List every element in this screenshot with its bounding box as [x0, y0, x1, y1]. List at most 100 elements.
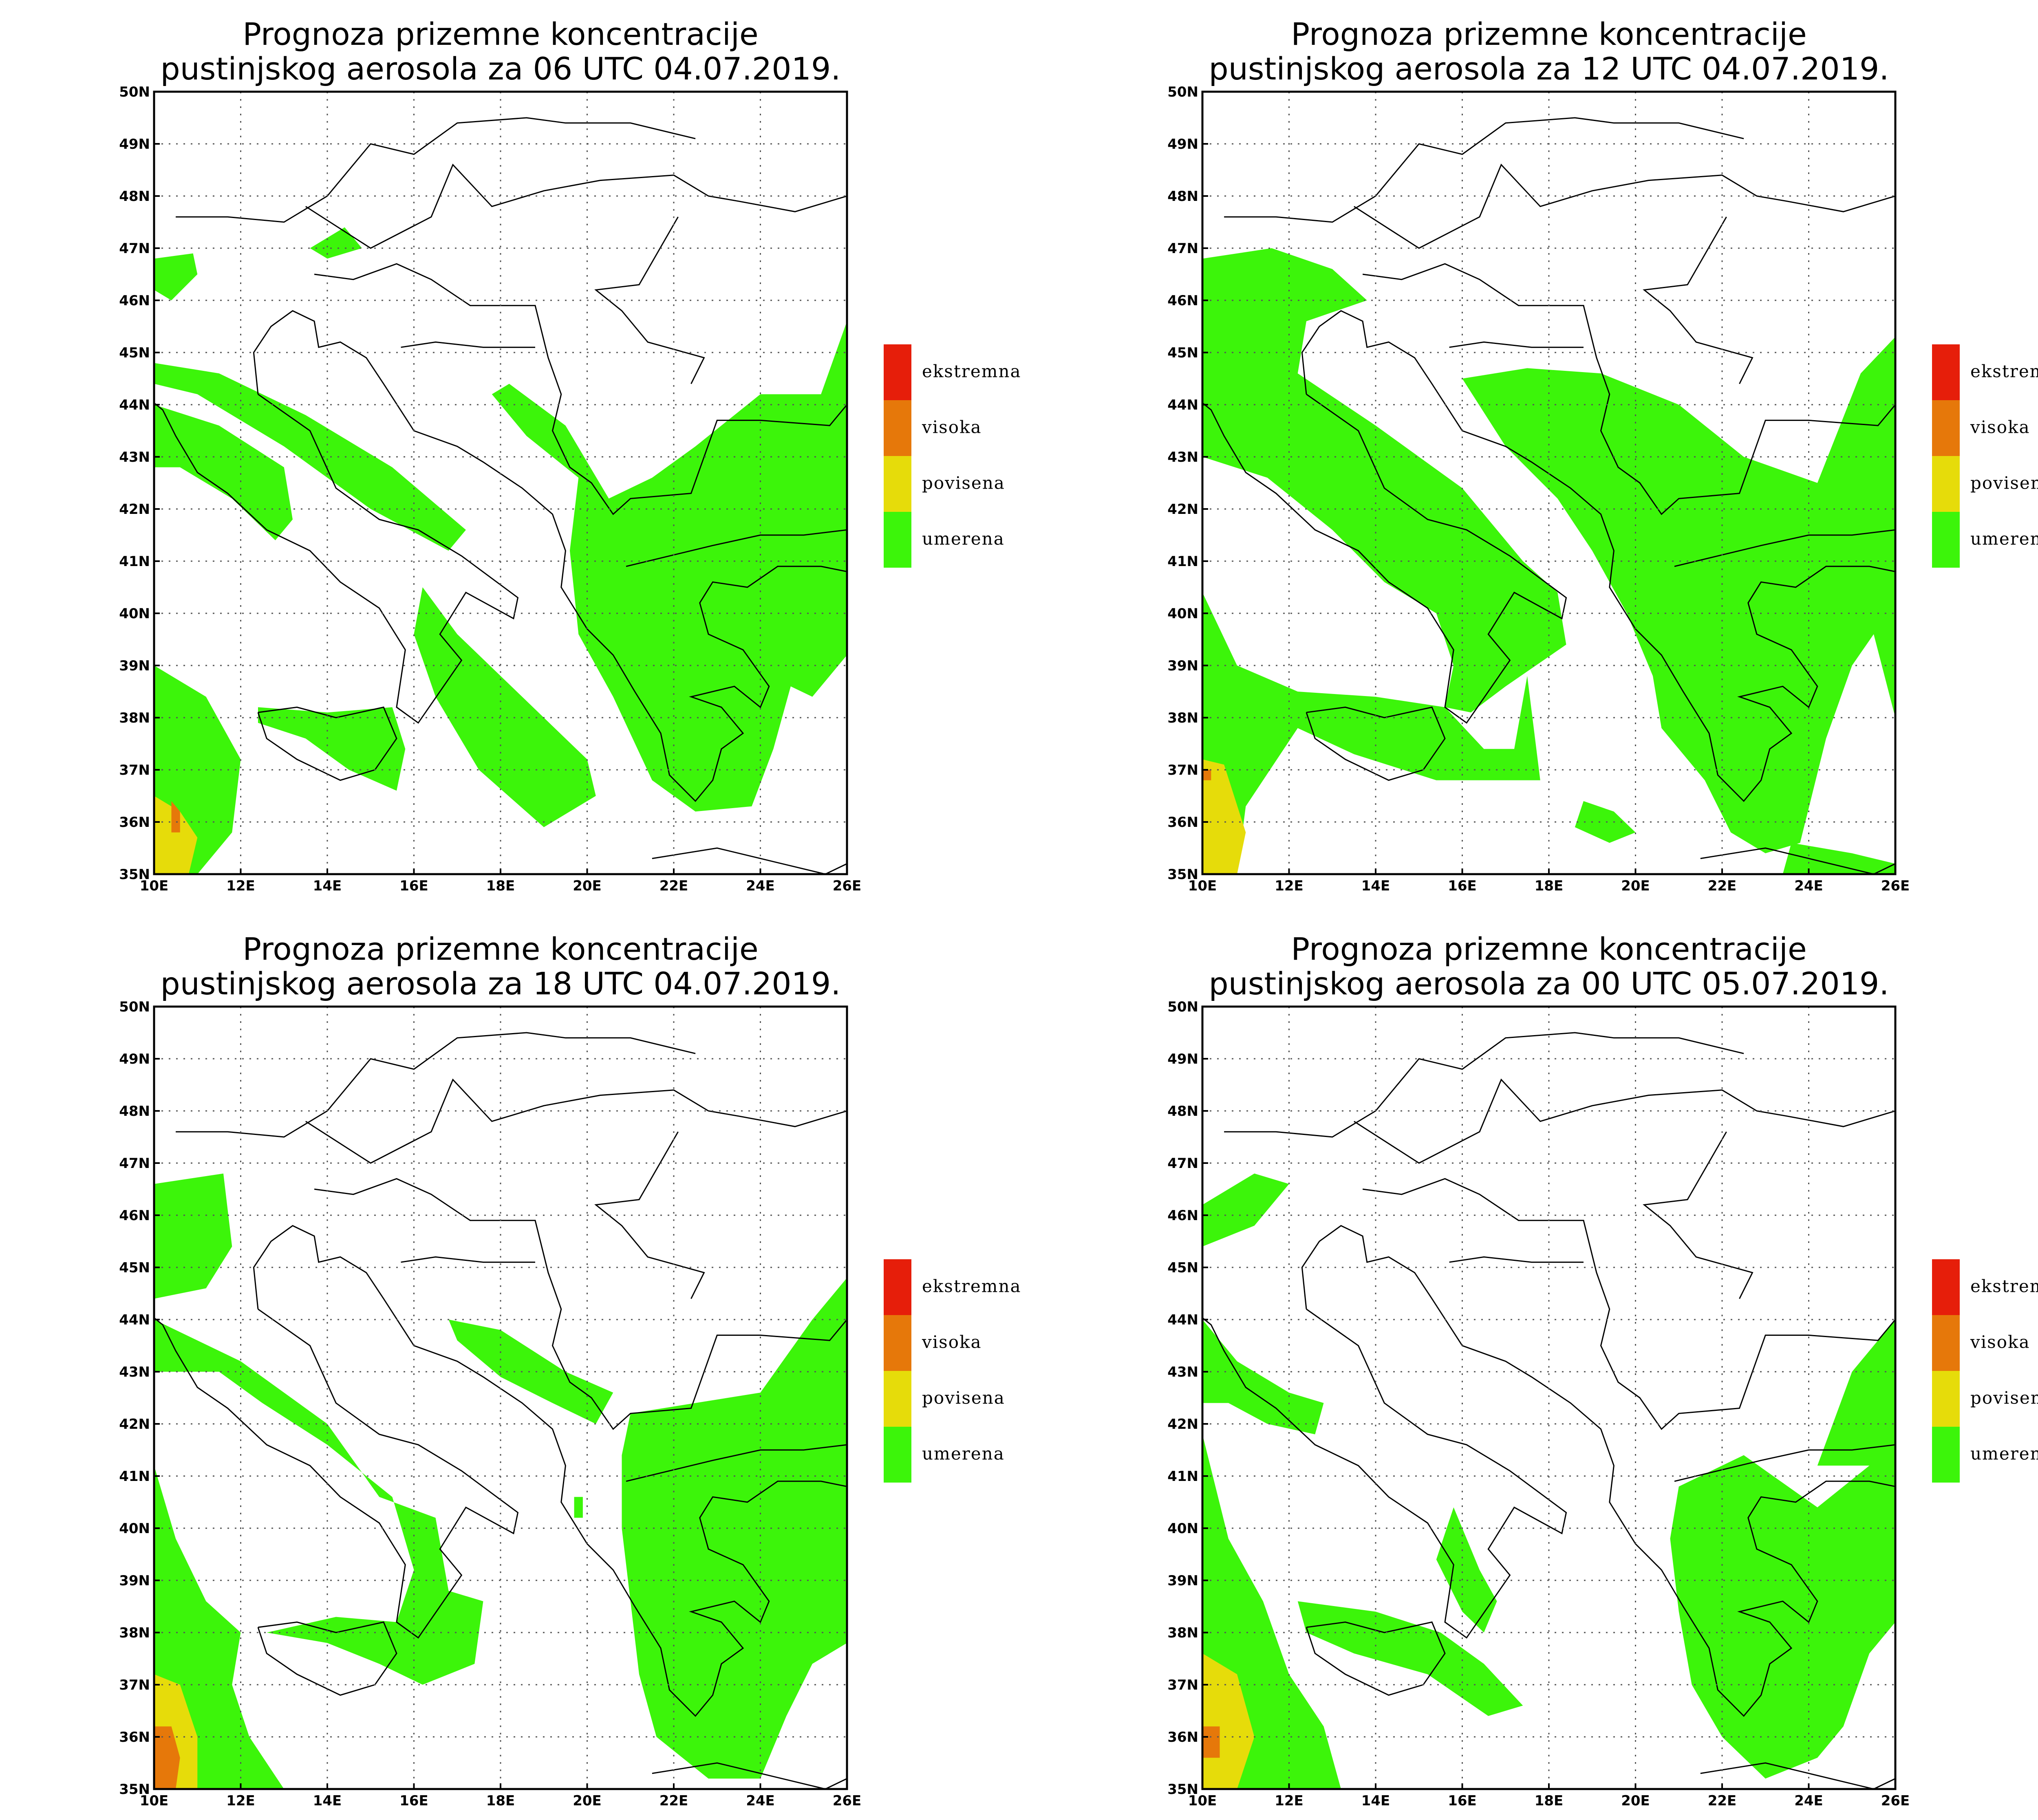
lat-tick-label: 35N: [1167, 1781, 1198, 1798]
panel-title: Prognoza prizemne koncentracije: [243, 16, 759, 52]
lat-tick-label: 40N: [1167, 606, 1198, 622]
lat-tick-label: 37N: [1167, 762, 1198, 778]
zone-umerena: [1817, 1320, 1895, 1466]
lon-tick-label: 10E: [140, 1793, 169, 1809]
lat-tick-label: 43N: [119, 449, 150, 465]
legend-swatch-umerena: [1932, 1427, 1960, 1483]
legend-label: povisena: [922, 1388, 1005, 1408]
lat-tick-label: 44N: [119, 397, 150, 413]
coastline: [1202, 1309, 1567, 1639]
coastline: [594, 1131, 705, 1299]
zone-visoka: [154, 1726, 180, 1789]
zone-umerena: [574, 1497, 583, 1518]
lon-tick-label: 26E: [1881, 878, 1910, 894]
legend-label: ekstremna: [922, 1276, 1021, 1296]
lon-tick-label: 10E: [1188, 1793, 1217, 1809]
lat-tick-label: 41N: [1167, 553, 1198, 570]
coastline: [401, 341, 535, 348]
lon-tick-label: 18E: [1535, 1793, 1564, 1809]
legend-swatch-visoka: [1932, 400, 1960, 456]
panel-title: Prognoza prizemne koncentracije: [243, 931, 759, 967]
lat-tick-label: 47N: [1167, 1155, 1198, 1172]
legend: ekstremna visoka povisena umerena: [884, 344, 1021, 568]
zone-umerena: [414, 587, 596, 827]
lon-tick-label: 18E: [486, 1793, 515, 1809]
lon-tick-label: 20E: [573, 878, 602, 894]
coastline: [176, 117, 696, 223]
lat-tick-label: 37N: [1167, 1677, 1198, 1693]
legend-label: umerena: [1970, 1444, 2038, 1464]
lat-tick-label: 36N: [119, 1729, 150, 1745]
zone-umerena: [492, 321, 847, 812]
lon-tick-label: 12E: [226, 1793, 255, 1809]
coastline: [314, 263, 847, 516]
zone-umerena: [258, 707, 406, 791]
legend-swatch-umerena: [884, 512, 911, 568]
coastline: [1224, 1032, 1744, 1138]
lat-tick-label: 38N: [119, 710, 150, 726]
lat-tick-label: 42N: [119, 501, 150, 518]
coastline: [626, 529, 847, 567]
coastline: [1449, 1256, 1584, 1263]
coastline: [257, 706, 397, 781]
zone-umerena: [154, 363, 466, 551]
lat-tick-label: 48N: [119, 188, 150, 205]
coastline: [626, 1444, 847, 1482]
panel-title: pustinjskog aerosola za 18 UTC 04.07.201…: [161, 965, 841, 1002]
zone-umerena: [448, 1320, 613, 1424]
lat-tick-label: 35N: [1167, 866, 1198, 883]
coastline: [1674, 529, 1895, 567]
lat-tick-label: 37N: [119, 762, 150, 778]
lat-tick-label: 45N: [119, 1260, 150, 1276]
lon-tick-label: 22E: [1708, 1793, 1737, 1809]
coastline: [1674, 1444, 1895, 1482]
lon-tick-label: 14E: [1361, 878, 1390, 894]
lon-tick-label: 24E: [746, 1793, 775, 1809]
lat-tick-label: 41N: [119, 553, 150, 570]
lon-tick-label: 18E: [1535, 878, 1564, 894]
lat-tick-label: 37N: [119, 1677, 150, 1693]
coastline: [257, 1621, 397, 1696]
lat-tick-label: 42N: [1167, 1416, 1198, 1432]
legend-label: povisena: [1970, 1388, 2038, 1408]
coastline: [1306, 706, 1446, 781]
lon-tick-label: 16E: [399, 878, 428, 894]
coastline: [305, 163, 847, 249]
coastline: [1202, 394, 1567, 724]
lat-tick-label: 43N: [1167, 1364, 1198, 1380]
zone-visoka: [171, 801, 180, 833]
zone-umerena: [1462, 337, 1895, 853]
forecast-panel: Prognoza prizemne koncentracijepustinjsk…: [119, 16, 1021, 894]
lat-tick-label: 48N: [119, 1103, 150, 1119]
lon-tick-label: 22E: [1708, 878, 1737, 894]
coastline: [1643, 1131, 1753, 1299]
lat-tick-label: 43N: [119, 1364, 150, 1380]
lat-tick-label: 46N: [119, 1207, 150, 1224]
coastline: [1700, 1762, 1895, 1789]
zone-umerena: [154, 253, 198, 300]
coastline: [1306, 1621, 1446, 1696]
legend-swatch-ekstremna: [1932, 344, 1960, 400]
legend-swatch-ekstremna: [1932, 1259, 1960, 1315]
lat-tick-label: 42N: [119, 1416, 150, 1432]
legend-swatch-visoka: [884, 400, 911, 456]
lat-tick-label: 38N: [1167, 1625, 1198, 1641]
zone-umerena: [1202, 592, 1540, 874]
lat-tick-label: 42N: [1167, 501, 1198, 518]
lat-tick-label: 45N: [1167, 345, 1198, 361]
legend-label: visoka: [1970, 1332, 2030, 1352]
zone-visoka: [1202, 770, 1211, 780]
lon-tick-label: 14E: [313, 878, 342, 894]
lat-tick-label: 47N: [119, 1155, 150, 1172]
coastline: [154, 1309, 519, 1639]
forecast-panel: Prognoza prizemne koncentracijepustinjsk…: [119, 931, 1021, 1809]
lat-tick-label: 47N: [119, 240, 150, 257]
lat-tick-label: 44N: [119, 1312, 150, 1328]
lon-tick-label: 20E: [1621, 1793, 1650, 1809]
coastline: [1354, 1078, 1895, 1164]
lon-tick-label: 26E: [833, 878, 862, 894]
lat-tick-label: 43N: [1167, 449, 1198, 465]
lat-tick-label: 47N: [1167, 240, 1198, 257]
coastline: [1449, 341, 1584, 348]
